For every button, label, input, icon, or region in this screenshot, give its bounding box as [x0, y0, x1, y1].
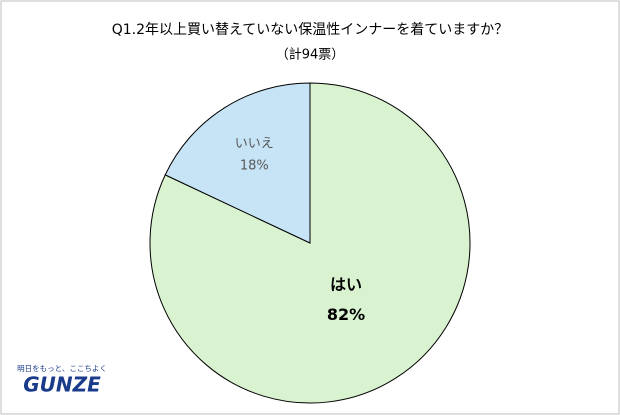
slice-label: はい: [330, 275, 362, 294]
logo-name: GUNZE: [23, 373, 101, 397]
data-label: 18%: [240, 159, 269, 174]
chart-subtitle: （計94票）: [276, 47, 345, 63]
logo: 明日をもっと、ここちよく GUNZE: [17, 364, 107, 397]
slice-label: いいえ: [235, 137, 274, 152]
data-label: 82%: [327, 305, 365, 324]
pie-slice: [164, 82, 311, 244]
chart-title: Q1.2年以上買い替えていない保温性インナーを着ていますか？: [112, 22, 509, 38]
logo-tagline: 明日をもっと、ここちよく: [17, 364, 107, 373]
